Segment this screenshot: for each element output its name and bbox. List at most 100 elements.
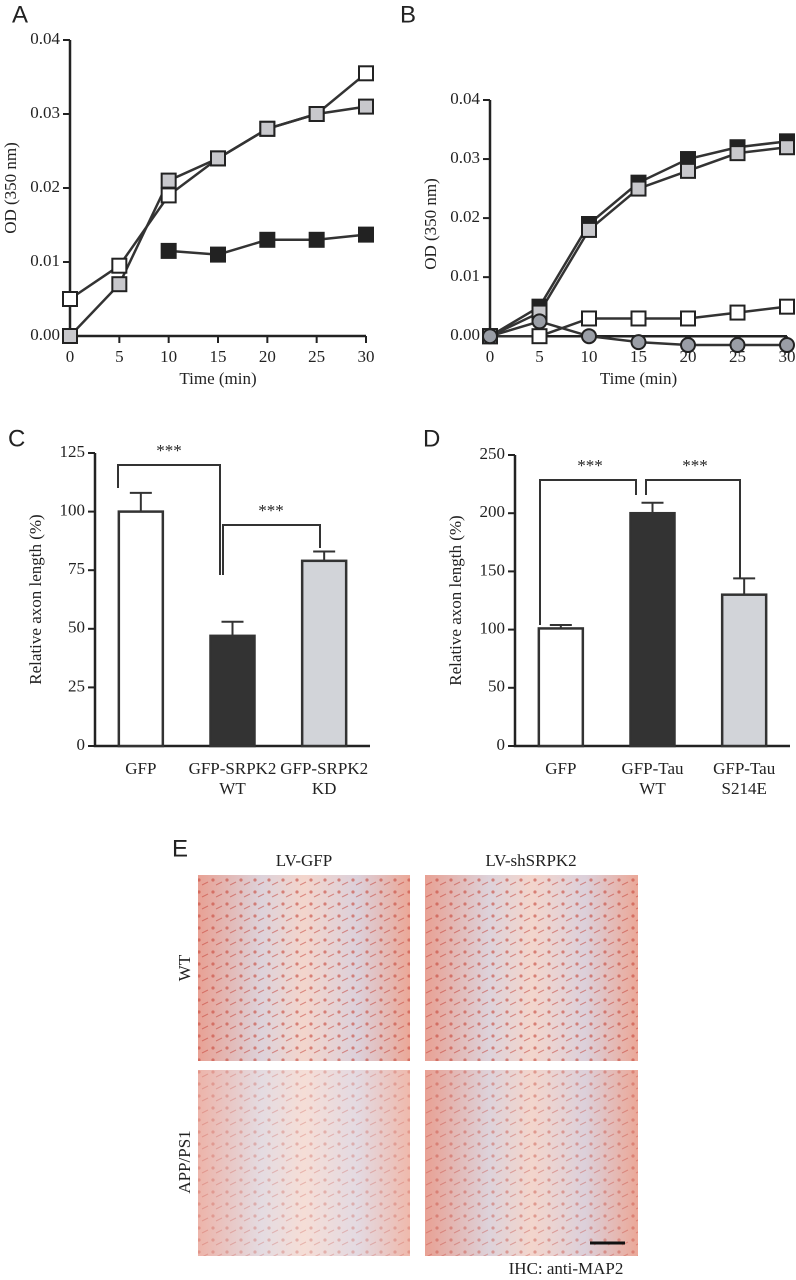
x-tick-label: GFP-SRPK2 [189, 759, 277, 778]
y-tick-label: 0.03 [450, 148, 480, 167]
x-tick-label: 5 [115, 347, 124, 366]
micrograph-texture [425, 1070, 638, 1256]
bracket [222, 524, 321, 575]
marker [160, 172, 177, 189]
axis-title: Time (min) [600, 369, 677, 388]
x-tick-label: 15 [210, 347, 227, 366]
marker [779, 298, 795, 315]
y-tick-label: 0.00 [30, 325, 60, 344]
y-tick-label: 0.01 [450, 266, 480, 285]
significance: *** [577, 456, 603, 475]
panel-letter: A [12, 1, 28, 28]
y-tick-label: 125 [60, 442, 86, 461]
x-tick-sublabel: S214E [721, 779, 766, 798]
marker [729, 145, 746, 162]
bar [209, 634, 256, 748]
marker [62, 328, 78, 344]
y-tick-label: 50 [68, 618, 85, 637]
marker [630, 334, 647, 351]
marker [160, 187, 177, 204]
y-tick-label: 0.01 [30, 251, 60, 270]
axis-title: OD (350 nm) [1, 142, 20, 234]
marker [210, 150, 226, 167]
x-tick-label: 0 [66, 347, 75, 366]
marker [531, 328, 548, 345]
axis-title: OD (350 nm) [421, 178, 440, 270]
y-tick-label: 0.02 [30, 177, 60, 196]
x-tick-label: GFP-SRPK2 [280, 759, 368, 778]
bar [300, 559, 348, 748]
marker [259, 120, 276, 137]
x-tick-label: GFP-Tau [713, 759, 776, 778]
marker [680, 162, 696, 179]
panel-e: E LV-GFP LV-shSRPK2 WT APP/PS1 IHC: anti… [172, 835, 638, 1278]
series-line [69, 105, 367, 337]
y-tick-label: 75 [68, 559, 85, 578]
y-tick-label: 250 [480, 444, 506, 463]
y-tick-label: 0.00 [450, 325, 480, 344]
x-tick-label: 15 [630, 347, 647, 366]
y-tick-label: 0 [497, 735, 506, 754]
annotation-brackets: *** *** *** *** [117, 441, 741, 625]
panel-letter: D [423, 425, 440, 452]
axis [68, 40, 366, 342]
x-tick-label: 10 [160, 347, 177, 366]
marker [581, 221, 597, 238]
column-label: LV-shSRPK2 [485, 851, 576, 870]
caption: IHC: anti-MAP2 [509, 1259, 624, 1278]
bracket [539, 479, 637, 625]
marker [111, 276, 128, 293]
x-tick-label: 5 [535, 347, 544, 366]
axis-title: Relative axon length (%) [26, 514, 45, 684]
marker [111, 257, 128, 274]
marker [482, 328, 498, 345]
x-tick-sublabel: WT [219, 779, 246, 798]
x-tick-label: 0 [486, 347, 495, 366]
y-tick-label: 0.02 [450, 207, 480, 226]
marker [259, 231, 276, 248]
y-tick-label: 0.04 [450, 89, 480, 108]
marker [630, 310, 647, 327]
y-tick-label: 150 [480, 560, 506, 579]
marker [531, 313, 548, 330]
marker [160, 242, 177, 259]
axis-title: Relative axon length (%) [446, 515, 465, 685]
micrograph-texture [198, 1070, 410, 1256]
x-tick-label: 20 [680, 347, 697, 366]
marker [581, 310, 597, 327]
marker [779, 337, 795, 354]
marker [358, 98, 374, 115]
y-tick-label: 50 [488, 677, 505, 696]
marker [308, 106, 325, 122]
y-tick-label: 100 [480, 619, 506, 638]
marker [308, 231, 325, 248]
marker [680, 310, 696, 327]
significance: *** [258, 501, 284, 520]
x-tick-label: 25 [308, 347, 325, 366]
marker [729, 304, 746, 321]
bar [629, 511, 676, 748]
y-tick-label: 25 [68, 676, 85, 695]
marker [62, 291, 78, 307]
marker [358, 65, 374, 82]
marker [358, 226, 374, 243]
bracket [117, 464, 221, 575]
micrograph-texture [425, 875, 638, 1061]
marker [581, 328, 597, 345]
panel-letter: E [172, 835, 188, 862]
x-tick-sublabel: KD [312, 779, 337, 798]
marker [779, 139, 795, 156]
panel-letter: B [400, 1, 416, 28]
significance: *** [156, 441, 182, 460]
bar [117, 510, 165, 748]
y-tick-label: 200 [480, 502, 506, 521]
bar [537, 627, 585, 748]
x-tick-label: 30 [779, 347, 796, 366]
x-tick-label: 10 [581, 347, 598, 366]
x-tick-label: 25 [729, 347, 746, 366]
marker [680, 337, 696, 354]
marker [210, 246, 226, 263]
x-tick-label: 20 [259, 347, 276, 366]
x-tick-label: GFP [125, 759, 156, 778]
